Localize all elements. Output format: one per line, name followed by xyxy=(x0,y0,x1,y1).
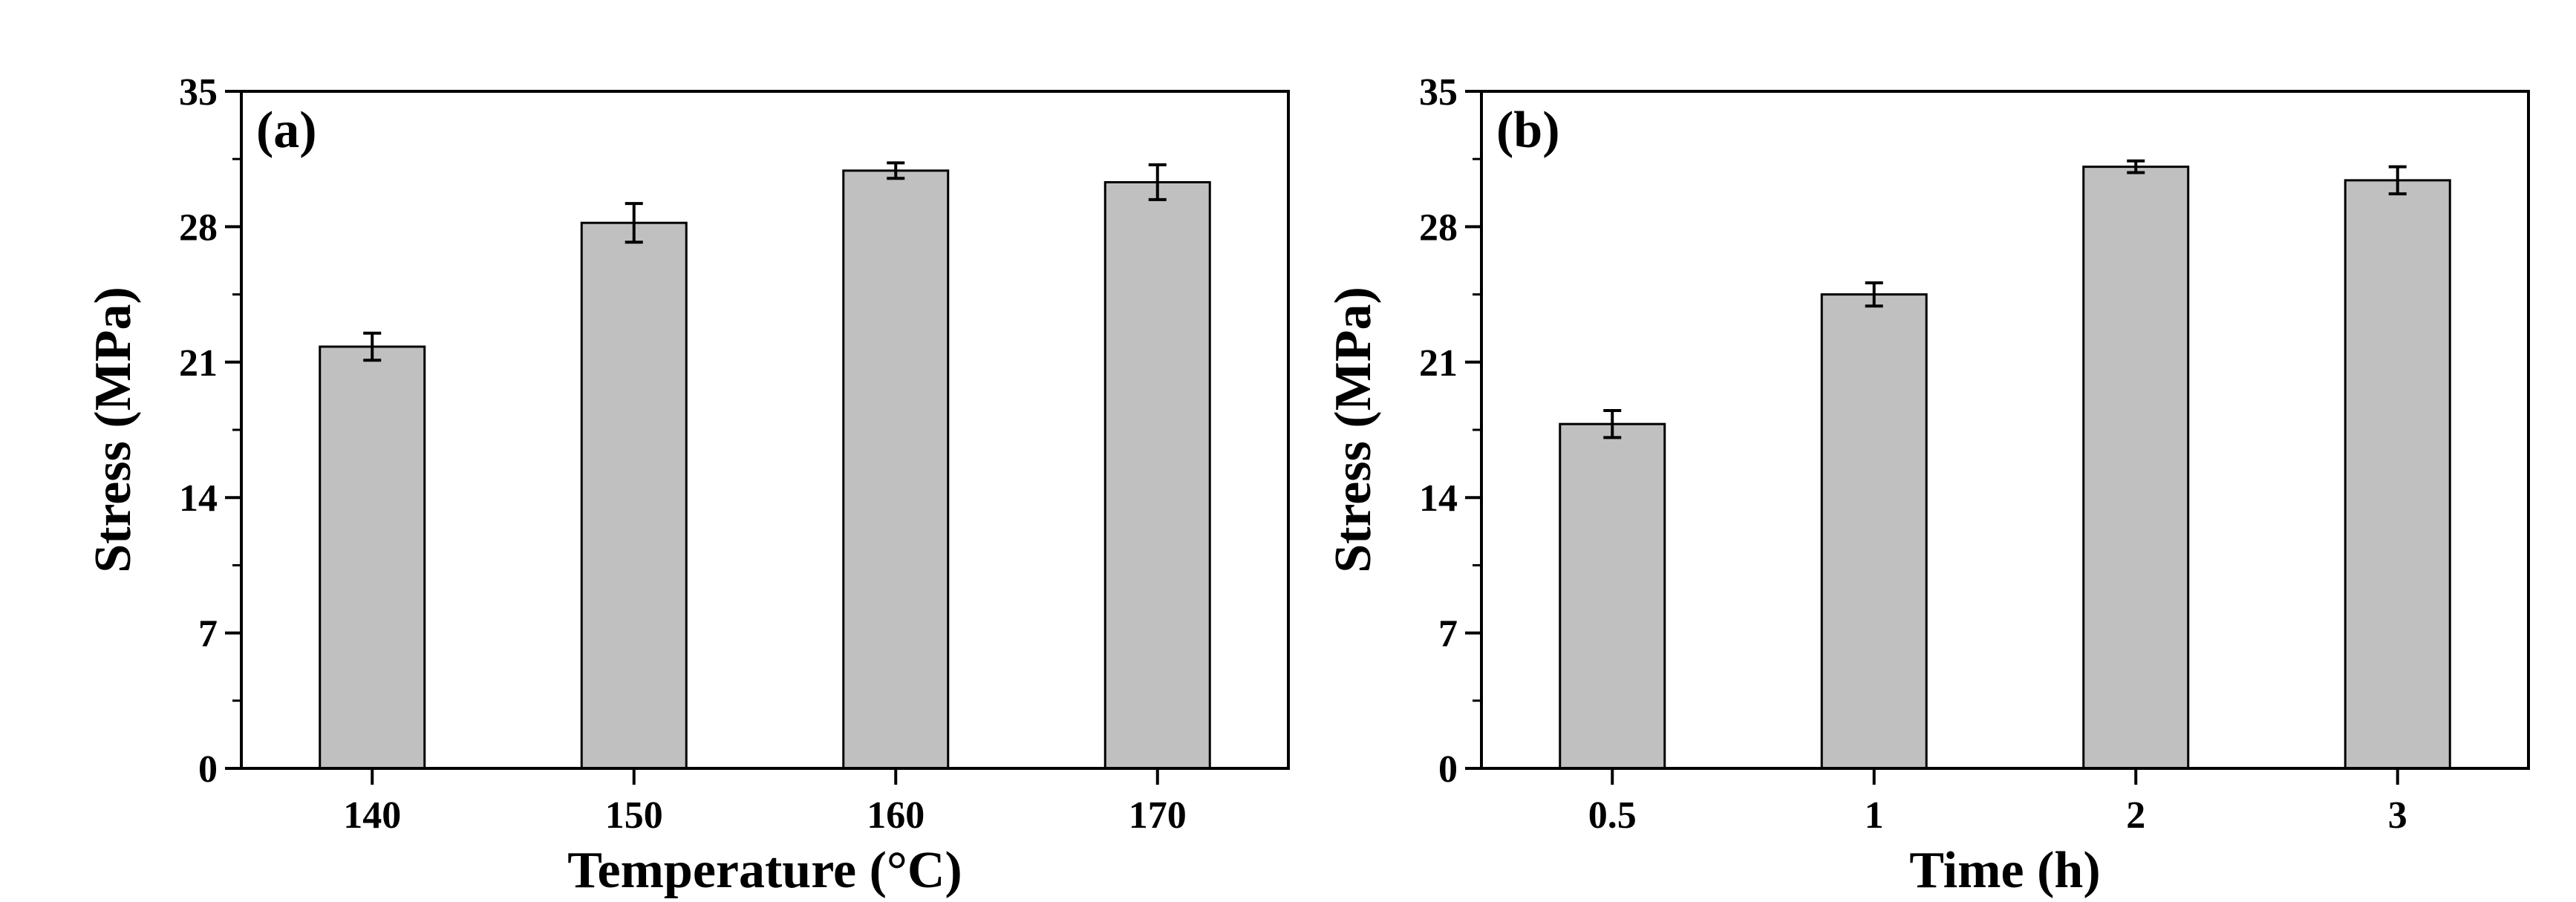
error-bar-a-170 xyxy=(1148,163,1167,201)
bar-b-1 xyxy=(1820,293,1928,770)
x-axis-title-b: Time (h) xyxy=(1909,842,2100,899)
error-bars-b xyxy=(1603,159,2407,439)
x-tick-label-a-160: 160 xyxy=(867,794,925,837)
bar-b-0.5 xyxy=(1559,422,1666,770)
bar-a-140 xyxy=(319,345,426,770)
error-bar-a-160 xyxy=(887,161,905,180)
error-bar-a-140 xyxy=(363,331,382,362)
error-bar-b-3 xyxy=(2388,165,2407,196)
y-tick-label-b-28: 28 xyxy=(1419,206,1458,249)
x-tick-label-b-3: 3 xyxy=(2388,794,2407,837)
error-bar-b-2 xyxy=(2127,159,2145,174)
x-axis-ticks-a: 140 150 160 170 xyxy=(343,768,1187,837)
y-tick-label-a-14: 14 xyxy=(179,477,218,520)
x-tick-label-a-170: 170 xyxy=(1129,794,1187,837)
bar-b-2 xyxy=(2082,166,2190,770)
panel-label-a: (a) xyxy=(256,102,317,159)
y-tick-label-b-7: 7 xyxy=(1438,613,1458,656)
bar-a-150 xyxy=(580,221,688,770)
y-tick-label-b-0: 0 xyxy=(1438,748,1458,791)
x-tick-label-b-1: 1 xyxy=(1865,794,1884,837)
bar-a-170 xyxy=(1103,180,1211,770)
y-axis-ticks-b: 0 7 14 21 28 35 xyxy=(1419,71,1481,791)
x-tick-label-a-150: 150 xyxy=(605,794,663,837)
y-tick-label-a-21: 21 xyxy=(179,342,218,385)
panel-a: 0 7 14 21 28 35 140 150 160 170 (a) Stress (MPa)… xyxy=(85,71,1290,899)
x-axis-ticks-b: 0.5 1 2 3 xyxy=(1588,768,2407,837)
x-axis-title-a: Temperature (°C) xyxy=(567,842,962,899)
bars-b xyxy=(1559,166,2451,770)
y-tick-label-b-21: 21 xyxy=(1419,342,1458,385)
y-axis-title-a: Stress (MPa) xyxy=(85,287,142,573)
x-tick-label-b-2: 2 xyxy=(2126,794,2145,837)
bars-a xyxy=(319,169,1211,770)
y-tick-label-a-7: 7 xyxy=(198,613,218,656)
y-tick-label-b-35: 35 xyxy=(1419,71,1458,114)
y-tick-label-a-0: 0 xyxy=(198,748,218,791)
y-axis-ticks-a: 0 7 14 21 28 35 xyxy=(179,71,241,791)
bar-b-3 xyxy=(2344,179,2451,770)
panel-b: 0 7 14 21 28 35 0.5 1 2 3 (b) Stress (MPa) Time … xyxy=(1325,71,2530,899)
bar-a-160 xyxy=(842,169,950,770)
panel-label-b: (b) xyxy=(1496,102,1560,159)
x-tick-label-a-140: 140 xyxy=(343,794,401,837)
y-tick-label-a-28: 28 xyxy=(179,206,218,249)
error-bar-a-150 xyxy=(625,202,643,244)
error-bar-b-0.5 xyxy=(1603,408,1622,439)
error-bars-a xyxy=(363,161,1167,362)
y-tick-label-a-35: 35 xyxy=(179,71,218,114)
y-tick-label-b-14: 14 xyxy=(1419,477,1458,520)
x-tick-label-b-0.5: 0.5 xyxy=(1588,794,1637,837)
error-bar-b-1 xyxy=(1865,281,1883,308)
y-axis-title-b: Stress (MPa) xyxy=(1325,287,1382,573)
